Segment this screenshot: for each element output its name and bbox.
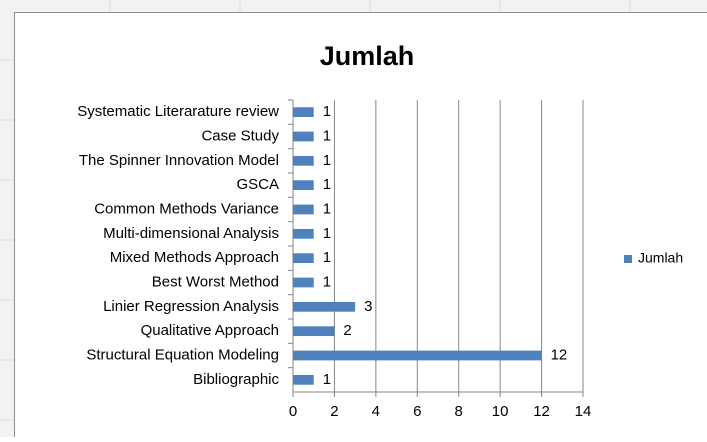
bar: [293, 229, 314, 239]
data-label: 12: [551, 346, 568, 363]
data-label: 1: [323, 200, 331, 217]
data-label: 2: [343, 322, 351, 339]
bar: [293, 180, 314, 190]
x-tick-label: 14: [575, 403, 592, 420]
x-tick-label: 10: [492, 403, 509, 420]
bar: [293, 278, 314, 288]
x-tick-label: 12: [533, 403, 550, 420]
y-tick-label: Case Study: [201, 127, 279, 144]
y-tick-label: The Spinner Innovation Model: [79, 152, 279, 169]
x-tick-label: 4: [372, 403, 380, 420]
data-label: 1: [323, 152, 331, 169]
x-tick-label: 6: [413, 403, 421, 420]
y-tick-label: Linier Regression Analysis: [103, 298, 279, 315]
bar: [293, 156, 314, 166]
data-label: 1: [323, 176, 331, 193]
data-label: 1: [323, 249, 331, 266]
y-tick-label: Bibliographic: [193, 371, 279, 388]
data-label: 3: [364, 298, 372, 315]
y-tick-label: Mixed Methods Approach: [110, 249, 279, 266]
bar: [293, 253, 314, 263]
y-tick-label: GSCA: [236, 176, 279, 193]
y-tick-label: Structural Equation Modeling: [86, 346, 279, 363]
bar: [293, 205, 314, 215]
data-label: 1: [323, 127, 331, 144]
data-label: 1: [323, 371, 331, 388]
bar: [293, 302, 355, 312]
chart-title: Jumlah: [320, 41, 415, 71]
data-label: 1: [323, 273, 331, 290]
y-tick-label: Systematic Literarature review: [77, 103, 279, 120]
legend-swatch: [624, 255, 632, 263]
x-tick-label: 0: [289, 403, 297, 420]
bar: [293, 132, 314, 142]
y-tick-label: Multi-dimensional Analysis: [103, 225, 279, 242]
data-label: 1: [323, 103, 331, 120]
data-label: 1: [323, 225, 331, 242]
y-tick-label: Qualitative Approach: [141, 322, 279, 339]
legend-label: Jumlah: [638, 250, 683, 266]
x-tick-label: 8: [455, 403, 463, 420]
y-tick-label: Common Methods Variance: [94, 200, 279, 217]
bar: [293, 375, 314, 385]
x-tick-label: 2: [330, 403, 338, 420]
bar: [293, 351, 542, 361]
y-tick-label: Best Worst Method: [152, 273, 279, 290]
bar: [293, 107, 314, 117]
bar: [293, 326, 334, 336]
